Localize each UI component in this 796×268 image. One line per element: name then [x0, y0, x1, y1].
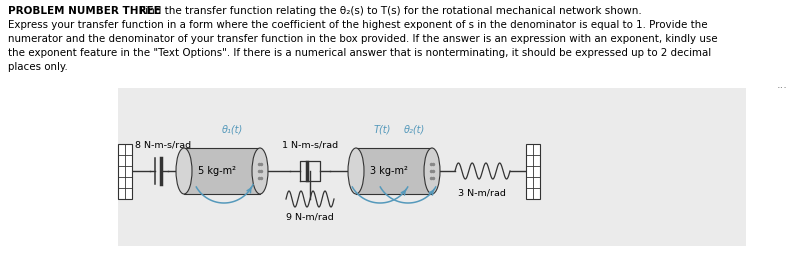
Text: the exponent feature in the "Text Options". If there is a numerical answer that : the exponent feature in the "Text Option…	[8, 48, 711, 58]
Text: 5 kg-m²: 5 kg-m²	[198, 166, 236, 176]
Bar	[118, 88, 746, 246]
Text: PROBLEM NUMBER THREE: PROBLEM NUMBER THREE	[8, 6, 161, 16]
Bar	[184, 148, 260, 194]
Text: 3 kg-m²: 3 kg-m²	[370, 166, 408, 176]
Ellipse shape	[176, 148, 192, 194]
Text: Find the transfer function relating the θ₂(s) to T(s) for the rotational mechani: Find the transfer function relating the …	[140, 6, 642, 16]
Bar	[356, 148, 432, 194]
Text: θ₂(t): θ₂(t)	[404, 124, 424, 134]
Text: numerator and the denominator of your transfer function in the box provided. If : numerator and the denominator of your tr…	[8, 34, 718, 44]
Bar	[526, 143, 540, 199]
Text: places only.: places only.	[8, 62, 68, 72]
Ellipse shape	[252, 148, 268, 194]
Text: 8 N-m-s/rad: 8 N-m-s/rad	[135, 140, 191, 149]
Text: T(t): T(t)	[373, 124, 391, 134]
Text: 9 N-m/rad: 9 N-m/rad	[286, 213, 334, 222]
Ellipse shape	[424, 148, 440, 194]
Bar	[118, 143, 132, 199]
Text: 3 N-m/rad: 3 N-m/rad	[458, 188, 506, 197]
Text: 1 N-m-s/rad: 1 N-m-s/rad	[282, 140, 338, 149]
Ellipse shape	[348, 148, 364, 194]
Text: θ₁(t): θ₁(t)	[221, 125, 243, 135]
Text: Express your transfer function in a form where the coefficient of the highest ex: Express your transfer function in a form…	[8, 20, 708, 30]
Text: ...: ...	[777, 80, 787, 90]
